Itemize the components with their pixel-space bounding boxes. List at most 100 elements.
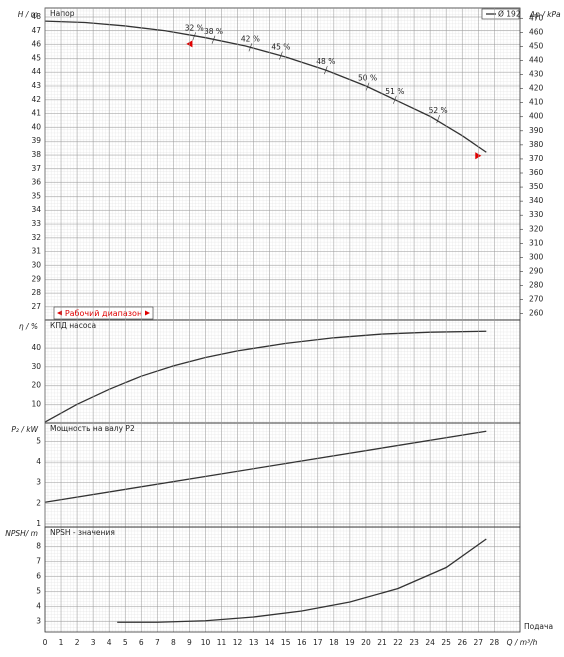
y-tick-label: 46: [31, 40, 41, 49]
x-tick-label: 10: [201, 638, 211, 647]
y2-tick-label: 280: [529, 281, 544, 290]
panel-title: Мощность на валу P2: [50, 424, 135, 433]
x-tick-label: 24: [425, 638, 435, 647]
efficiency-tick: [211, 35, 216, 44]
y-tick-label: 32: [31, 233, 41, 242]
x-tick-label: 20: [361, 638, 371, 647]
y-tick-label: 45: [31, 53, 41, 62]
x-tick-label: 12: [233, 638, 243, 647]
panel-title: Напор: [50, 9, 75, 18]
x-tick-label: 13: [249, 638, 259, 647]
panel-title: NPSH - значения: [50, 528, 115, 537]
x-tick-label: 7: [155, 638, 160, 647]
y-tick-label: 28: [31, 288, 41, 297]
efficiency-tick: [436, 115, 440, 124]
y-tick-label: 3: [36, 617, 41, 626]
y-axis-label: P₂ / kW: [11, 425, 38, 434]
y-tick-label: 7: [36, 557, 41, 566]
y2-axis-label: Δp / kPa: [529, 10, 561, 19]
x-tick-label: 28: [490, 638, 500, 647]
y-tick-label: 39: [31, 136, 41, 145]
y-tick-label: 29: [31, 274, 41, 283]
panel-title: КПД насоса: [50, 321, 96, 330]
efficiency-label: 32 %: [185, 23, 204, 32]
y-tick-label: 4: [36, 602, 41, 611]
y2-tick-label: 310: [529, 238, 544, 247]
x-tick-label: 6: [139, 638, 144, 647]
y2-tick-label: 330: [529, 210, 544, 219]
y2-tick-label: 270: [529, 295, 544, 304]
y2-tick-label: 420: [529, 84, 544, 93]
curve: [44, 430, 487, 503]
range-label: Рабочий диапазон: [65, 309, 142, 318]
y-axis-label: NPSH/ m: [5, 529, 38, 538]
y-tick-label: 20: [31, 381, 41, 390]
efficiency-tick: [279, 51, 283, 60]
x-axis-label: Q / m³/h: [507, 638, 538, 647]
y-tick-label: 5: [36, 587, 41, 596]
x-tick-label: 16: [297, 638, 307, 647]
y-tick-label: 38: [31, 150, 41, 159]
y-tick-label: 10: [31, 399, 41, 408]
y-tick-label: 34: [31, 205, 41, 214]
y2-tick-label: 380: [529, 140, 544, 149]
y2-tick-label: 260: [529, 309, 544, 318]
y2-tick-label: 440: [529, 55, 544, 64]
x-caption: Подача: [524, 622, 553, 631]
x-tick-label: 22: [393, 638, 403, 647]
y2-tick-label: 300: [529, 252, 544, 261]
y-tick-label: 44: [31, 67, 41, 76]
y2-tick-label: 320: [529, 224, 544, 233]
y2-tick-label: 460: [529, 27, 544, 36]
x-tick-label: 17: [313, 638, 323, 647]
x-tick-label: 1: [59, 638, 64, 647]
y2-tick-label: 400: [529, 112, 544, 121]
curve: [117, 538, 487, 623]
x-tick-label: 25: [441, 638, 451, 647]
x-tick-label: 18: [329, 638, 339, 647]
y-tick-label: 48: [31, 12, 41, 21]
efficiency-label: 50 %: [358, 74, 377, 83]
y2-tick-label: 370: [529, 154, 544, 163]
y2-tick-label: 470: [529, 13, 544, 22]
y-tick-label: 3: [36, 478, 41, 487]
y-tick-label: 36: [31, 178, 41, 187]
x-tick-label: 8: [171, 638, 176, 647]
y2-tick-label: 430: [529, 70, 544, 79]
efficiency-tick: [248, 43, 253, 52]
y-tick-label: 1: [36, 519, 41, 528]
y-tick-label: 4: [36, 457, 41, 466]
y-tick-label: 43: [31, 81, 41, 90]
x-tick-label: 9: [187, 638, 192, 647]
y-tick-label: 5: [36, 437, 41, 446]
efficiency-label: 51 %: [385, 87, 404, 96]
efficiency-label: 52 %: [429, 106, 448, 115]
y-tick-label: 41: [31, 109, 41, 118]
legend-label: Ø 192: [498, 10, 521, 19]
efficiency-tick: [393, 95, 397, 104]
range-arrow-left: [57, 310, 62, 316]
x-tick-label: 27: [474, 638, 484, 647]
y-tick-label: 40: [31, 343, 41, 352]
y2-tick-label: 410: [529, 98, 544, 107]
x-tick-label: 15: [281, 638, 291, 647]
y-axis-label: η / %: [19, 322, 38, 331]
y-tick-label: 33: [31, 219, 41, 228]
efficiency-tick: [324, 66, 328, 75]
x-tick-label: 26: [457, 638, 467, 647]
efficiency-label: 45 %: [271, 43, 290, 52]
x-tick-label: 0: [43, 638, 48, 647]
x-tick-label: 23: [409, 638, 419, 647]
y-tick-label: 2: [36, 498, 41, 507]
panel-frame: [44, 526, 521, 633]
y2-tick-label: 360: [529, 168, 544, 177]
y2-tick-label: 350: [529, 182, 544, 191]
y-axis-label: H / m: [18, 10, 38, 19]
efficiency-label: 42 %: [241, 34, 260, 43]
x-tick-label: 14: [265, 638, 275, 647]
efficiency-tick: [365, 82, 370, 91]
x-tick-label: 3: [91, 638, 96, 647]
y2-tick-label: 390: [529, 126, 544, 135]
x-tick-label: 19: [345, 638, 355, 647]
